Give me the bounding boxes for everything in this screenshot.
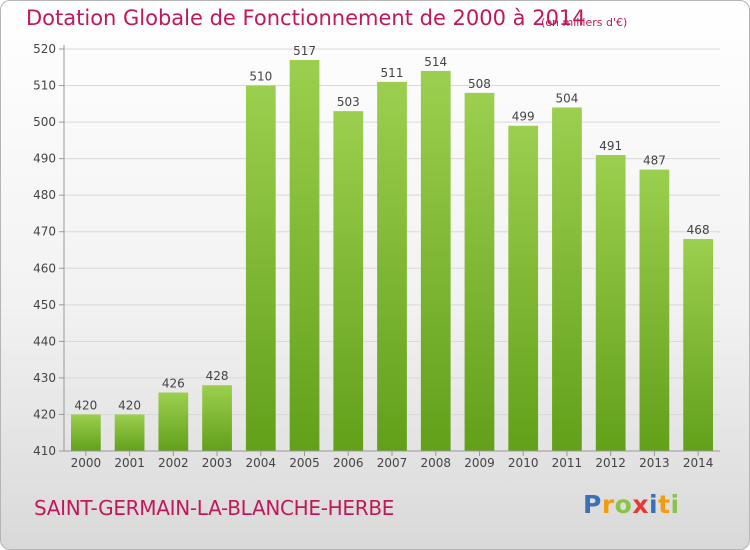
x-tick-label: 2012 <box>595 456 626 470</box>
logo-letter: P <box>583 490 602 519</box>
data-label: 428 <box>206 369 229 383</box>
y-tick-label: 510 <box>33 79 56 93</box>
data-label: 504 <box>555 91 578 105</box>
y-tick-label: 490 <box>33 152 56 166</box>
logo-letter: r <box>601 490 615 519</box>
logo-letter: x <box>632 490 649 519</box>
data-label: 517 <box>293 44 316 58</box>
bar <box>552 107 582 452</box>
data-label: 503 <box>337 95 360 109</box>
data-label: 510 <box>249 70 272 84</box>
x-tick-label: 2006 <box>333 456 364 470</box>
logo-letter: i <box>649 490 659 519</box>
x-tick-label: 2010 <box>508 456 539 470</box>
logo-letter: i <box>670 490 680 519</box>
y-tick-label: 520 <box>33 42 56 56</box>
data-label: 499 <box>512 110 535 124</box>
labels: 410 420 430 440 450 460 470 480 490 500 510 520 420 2… <box>33 42 713 470</box>
y-tick-label: 430 <box>33 371 56 385</box>
bar <box>639 169 670 451</box>
bar <box>683 239 714 451</box>
proxiti-logo: Proxiti <box>583 490 680 519</box>
data-label: 511 <box>381 66 404 80</box>
x-tick-label: 2009 <box>464 456 495 470</box>
y-tick-label: 450 <box>33 298 56 312</box>
x-tick-label: 2007 <box>377 456 408 470</box>
bars <box>70 59 714 452</box>
logo-letter: t <box>658 490 671 519</box>
bar <box>377 81 407 452</box>
x-tick-label: 2001 <box>114 456 145 470</box>
x-tick-label: 2005 <box>289 456 320 470</box>
data-label: 426 <box>162 377 185 391</box>
y-tick-label: 410 <box>33 444 56 458</box>
bar <box>245 85 276 451</box>
chart-subtitle: (en milliers d'€) <box>541 16 628 29</box>
x-tick-label: 2008 <box>420 456 451 470</box>
data-label: 508 <box>468 77 491 91</box>
bar <box>114 414 145 451</box>
bar <box>420 70 451 451</box>
logo-letter: o <box>614 490 633 519</box>
data-label: 491 <box>599 139 622 153</box>
data-label: 487 <box>643 154 666 168</box>
bar <box>202 385 232 451</box>
bar <box>595 154 626 451</box>
y-tick-label: 460 <box>33 261 56 275</box>
chart-title: Dotation Globale de Fonctionnement de 20… <box>26 6 586 30</box>
x-tick-label: 2000 <box>71 456 102 470</box>
axes <box>59 45 720 456</box>
bar <box>464 92 495 451</box>
x-tick-label: 2003 <box>202 456 233 470</box>
bar <box>508 125 539 451</box>
y-tick-label: 480 <box>33 188 56 202</box>
data-label: 420 <box>118 398 141 412</box>
bar <box>158 392 189 451</box>
y-tick-label: 500 <box>33 115 56 129</box>
data-label: 514 <box>424 55 447 69</box>
x-tick-label: 2002 <box>158 456 189 470</box>
data-label: 468 <box>687 223 710 237</box>
y-tick-label: 470 <box>33 225 56 239</box>
bar <box>333 111 364 452</box>
bar <box>70 414 101 451</box>
commune-name: SAINT-GERMAIN-LA-BLANCHE-HERBE <box>34 496 395 520</box>
x-tick-label: 2004 <box>246 456 277 470</box>
y-tick-label: 420 <box>33 407 56 421</box>
x-tick-label: 2014 <box>683 456 714 470</box>
x-tick-label: 2013 <box>639 456 670 470</box>
data-label: 420 <box>74 398 97 412</box>
bar <box>289 59 320 452</box>
y-tick-label: 440 <box>33 334 56 348</box>
x-tick-label: 2011 <box>552 456 583 470</box>
